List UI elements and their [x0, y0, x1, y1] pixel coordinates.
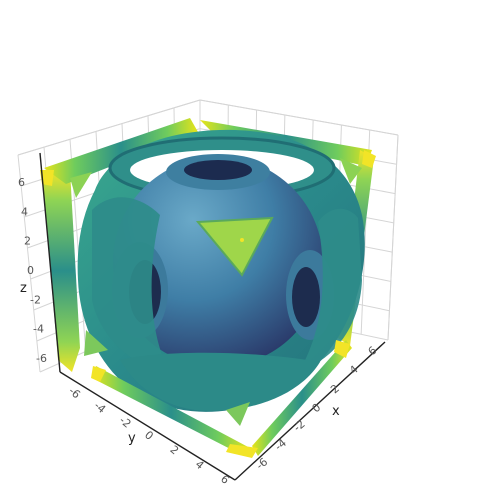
- y-tick-label: 0: [142, 428, 156, 442]
- y-axis-title: y: [128, 431, 136, 446]
- x-tick-label: -2: [291, 417, 308, 434]
- frame-bottom-right-edge: [252, 340, 352, 456]
- z-axis-line: [39, 152, 61, 373]
- axes: [39, 152, 386, 481]
- x-tick-label: -6: [254, 455, 271, 472]
- frame-bottom-left-edge: [92, 366, 250, 456]
- y-tick-label: 6: [218, 472, 232, 486]
- yellow-corner-4: [40, 170, 54, 186]
- z-tick-label: 2: [24, 235, 31, 248]
- grid-line-left-h: [17, 99, 201, 156]
- x-axis-line: [234, 341, 386, 481]
- cage-rib-right: [300, 208, 362, 370]
- frame-left-edge: [42, 170, 80, 372]
- sphere-top-hole-inner: [184, 160, 252, 180]
- inner-sphere: [113, 157, 323, 367]
- x-tick-label: 6: [366, 344, 380, 358]
- y-tick-label: 2: [167, 443, 181, 457]
- center-patch: [195, 216, 274, 277]
- yellow-corner-3: [334, 340, 350, 358]
- z-tick-label: 4: [21, 205, 28, 218]
- z-tick-label: -2: [30, 293, 41, 306]
- x-tick-label: 0: [310, 401, 324, 415]
- patch-bottom-mid: [226, 402, 250, 426]
- yellow-corner-5: [362, 150, 376, 168]
- x-axis-title: x: [332, 404, 340, 419]
- x-tick-label: -4: [272, 436, 289, 453]
- grid-line-right-h: [199, 99, 399, 136]
- y-axis-line: [59, 371, 236, 481]
- grid-line-right-v: [387, 134, 399, 341]
- z-tick-label: -4: [33, 323, 44, 336]
- z-axis-title: z: [20, 281, 27, 296]
- patch-bottom-left: [84, 330, 108, 356]
- patch-top-right: [340, 158, 362, 184]
- z-tick-label: 6: [18, 176, 25, 189]
- y-tick-label: 4: [193, 458, 207, 472]
- sphere-right-hole-inner: [292, 267, 320, 327]
- cage-rib-bottom: [120, 352, 320, 411]
- y-tick-label: -6: [66, 384, 83, 401]
- isosurface[interactable]: [40, 118, 376, 458]
- z-tick-label: 0: [27, 264, 34, 277]
- center-patch-dot: [240, 238, 244, 242]
- y-tick-label: -4: [91, 399, 108, 416]
- frame-top-left-edge: [44, 118, 198, 184]
- yellow-corner-2: [226, 444, 258, 458]
- grid-line-left-v: [17, 154, 41, 373]
- patch-top-left: [70, 172, 92, 198]
- yellow-corner-1: [91, 366, 106, 382]
- z-tick-label: -6: [36, 352, 47, 365]
- cage-rib-left: [92, 197, 168, 371]
